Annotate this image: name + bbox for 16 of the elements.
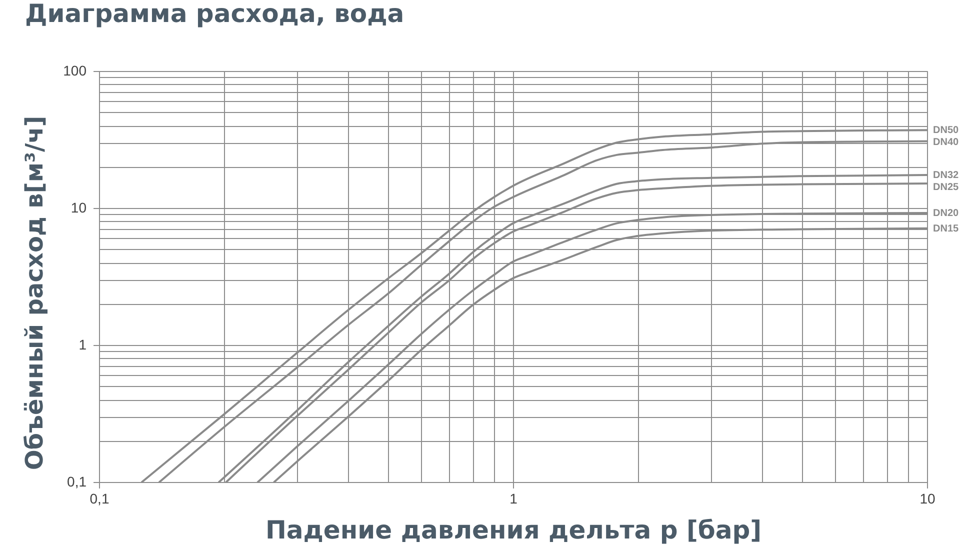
y-axis-title: Объёмный расход в[м³/ч] (20, 116, 48, 470)
y-tick-label: 1 (78, 336, 87, 352)
x-tick-label: 1 (510, 490, 518, 506)
series-label: DN32 (933, 170, 960, 182)
series-label: DN40 (933, 137, 960, 148)
x-tick-label: 0,1 (90, 490, 110, 506)
x-axis-title: Падение давления дельта p [бар] (265, 516, 762, 544)
series-label: DN15 (933, 223, 960, 234)
y-tick-label: 0,1 (67, 474, 87, 490)
y-tick-label: 100 (63, 62, 87, 78)
y-tick-label: 10 (70, 200, 87, 216)
series-label: DN25 (933, 182, 960, 194)
series-label: DN20 (933, 208, 960, 219)
x-tick-label: 10 (920, 490, 936, 506)
series-label: DN50 (933, 125, 960, 136)
chart-title: Диаграмма расхода, вода (25, 0, 404, 28)
